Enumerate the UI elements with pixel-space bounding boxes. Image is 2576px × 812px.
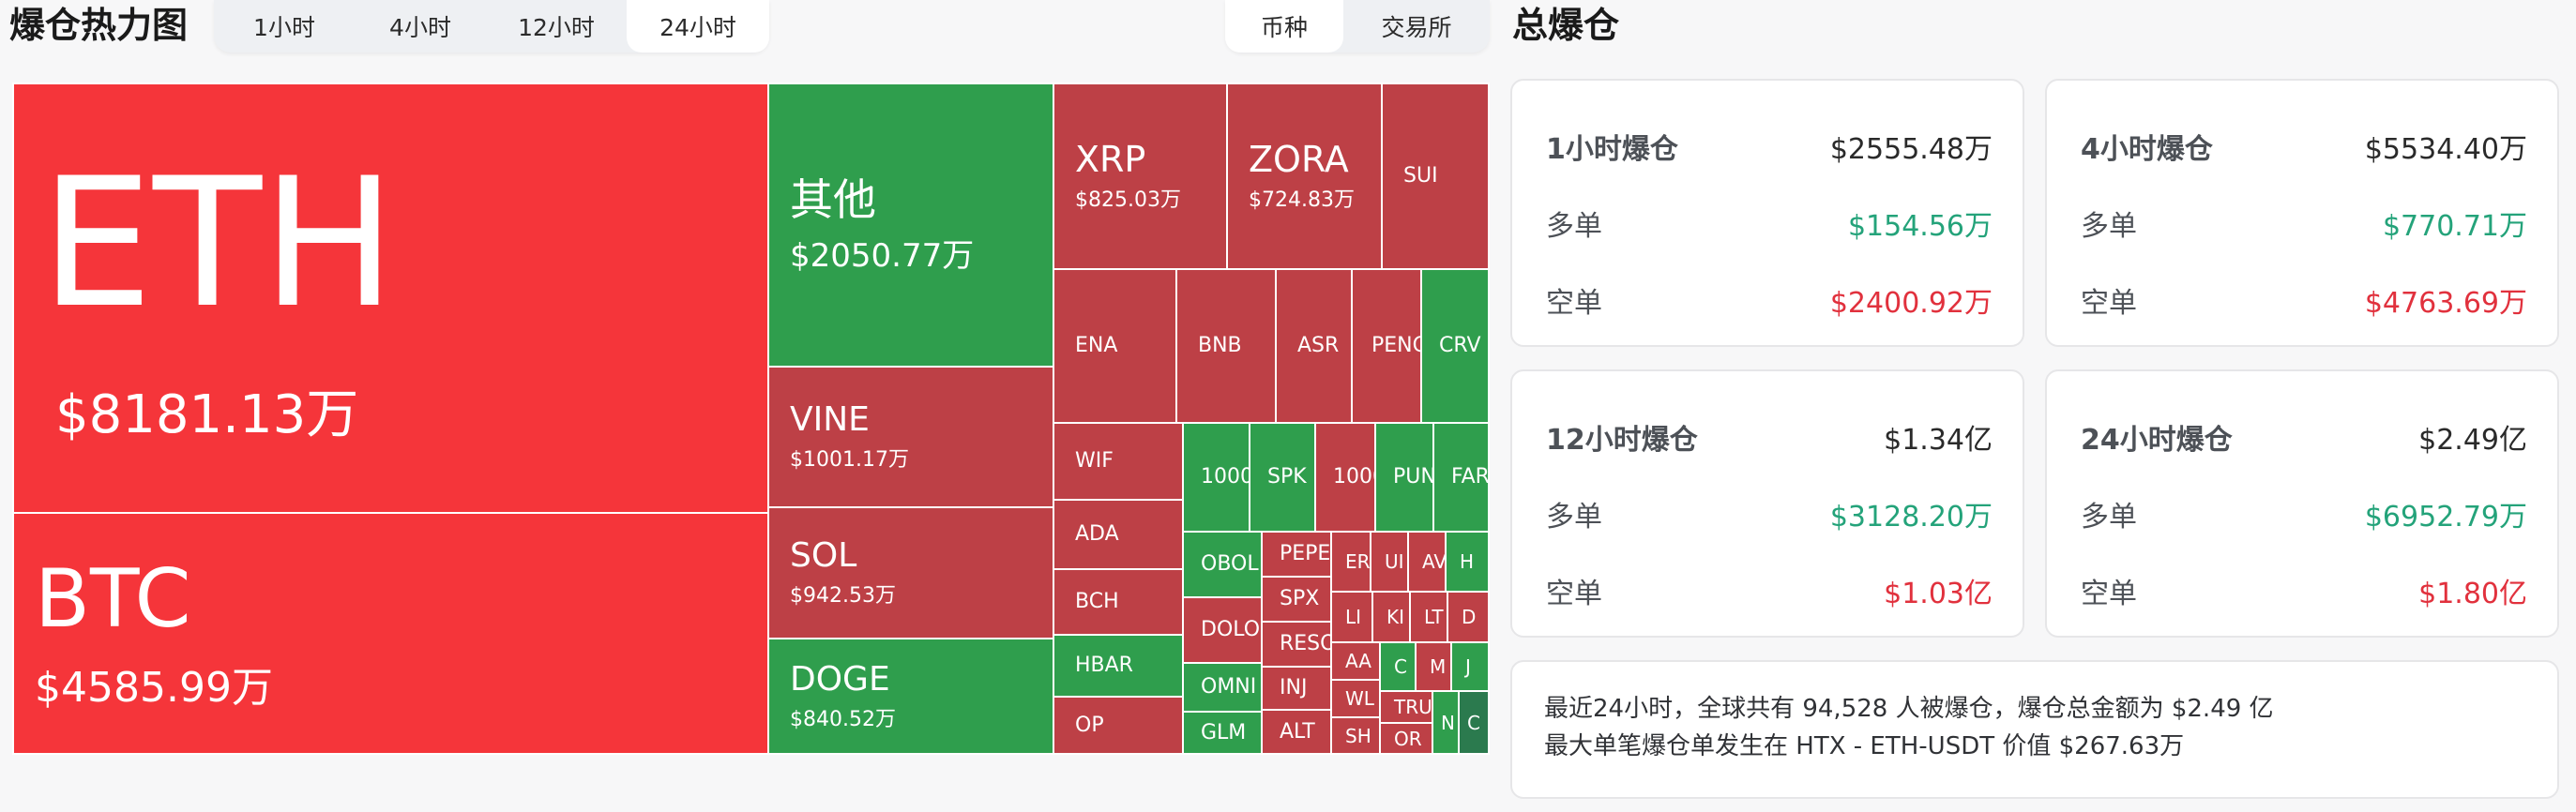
page-title: 爆仓热力图 — [9, 5, 189, 46]
heatmap-cell-reso[interactable]: RESO — [1261, 621, 1332, 668]
heatmap-cell-bnb[interactable]: BNB — [1175, 268, 1277, 424]
heatmap-cell-omni[interactable]: OMNI — [1182, 662, 1263, 713]
heatmap-cell-spk[interactable]: SPK — [1249, 422, 1316, 533]
short-label: 空单 — [2081, 287, 2137, 320]
tab-4h[interactable]: 4小时 — [389, 14, 451, 41]
tab-24h[interactable]: 24小时 — [627, 0, 769, 53]
card-total: $1.34亿 — [1884, 424, 1993, 457]
heatmap-cell-sui[interactable]: SUI — [1381, 83, 1490, 270]
heatmap-cell-spx[interactable]: SPX — [1261, 576, 1332, 623]
summary-card-24h: 24小时爆仓 $2.49亿 多单 $6952.79万 空单 $1.80亿 — [2045, 369, 2559, 638]
heatmap-cell-pun[interactable]: PUN — [1374, 422, 1434, 533]
long-value: $6952.79万 — [2364, 501, 2527, 534]
long-label: 多单 — [2081, 501, 2137, 534]
short-value: $1.03亿 — [1884, 578, 1993, 610]
heatmap-cell-er[interactable]: ER — [1330, 531, 1371, 593]
tab-12h[interactable]: 12小时 — [518, 14, 595, 41]
summary-card-1h: 1小时爆仓 $2555.48万 多单 $154.56万 空单 $2400.92万 — [1510, 79, 2024, 347]
short-label: 空单 — [1546, 578, 1602, 610]
heatmap-cell-eth[interactable]: ETH $8181.13万 — [12, 83, 769, 514]
heatmap-cell-vine[interactable]: VINE $1001.17万 — [767, 366, 1054, 508]
heatmap-cell-ki[interactable]: KI — [1371, 591, 1411, 643]
summary-title: 总爆仓 — [1512, 5, 1620, 46]
heatmap-cell-wif[interactable]: WIF — [1053, 422, 1184, 501]
heatmap-cell-crv[interactable]: CRV — [1420, 268, 1490, 424]
heatmap-cell-d[interactable]: D — [1447, 591, 1490, 643]
summary-card-4h: 4小时爆仓 $5534.40万 多单 $770.71万 空单 $4763.69万 — [2045, 79, 2559, 347]
heatmap-cell-inj[interactable]: INJ — [1261, 666, 1332, 711]
heatmap-cell-li[interactable]: LI — [1330, 591, 1373, 643]
note-line-2: 最大单笔爆仓单发生在 HTX - ETH-USDT 价值 $267.63万 — [1544, 732, 2185, 760]
short-value: $4763.69万 — [2364, 287, 2527, 320]
heatmap-cell-tru[interactable]: TRU — [1379, 690, 1433, 724]
heatmap-cell-j[interactable]: J — [1450, 641, 1490, 692]
time-range-tabs: 1小时 4小时 12小时 24小时 — [214, 0, 769, 53]
heatmap-cell-bch[interactable]: BCH — [1053, 568, 1184, 636]
card-label: 4小时爆仓 — [2081, 133, 2213, 166]
heatmap-cell-ui[interactable]: UI — [1370, 531, 1409, 593]
heatmap-cell-aa[interactable]: AA — [1330, 641, 1381, 681]
long-label: 多单 — [2081, 210, 2137, 243]
long-value: $3128.20万 — [1829, 501, 1993, 534]
summary-note-card: 最近24小时，全球共有 94,528 人被爆仓，爆仓总金额为 $2.49 亿 最… — [1510, 660, 2559, 799]
tab-coin[interactable]: 币种 — [1225, 0, 1343, 53]
short-label: 空单 — [1546, 287, 1602, 320]
short-value: $1.80亿 — [2418, 578, 2527, 610]
heatmap-cell-ada[interactable]: ADA — [1053, 499, 1184, 570]
heatmap-cell-sol[interactable]: SOL $942.53万 — [767, 506, 1054, 639]
heatmap-cell-op[interactable]: OP — [1053, 696, 1184, 755]
card-total: $2.49亿 — [2418, 424, 2527, 457]
heatmap-cell-h[interactable]: H — [1445, 531, 1490, 593]
heatmap-cell-hbar[interactable]: HBAR — [1053, 634, 1184, 698]
heatmap-cell-sh[interactable]: SH — [1330, 716, 1381, 755]
summary-card-12h: 12小时爆仓 $1.34亿 多单 $3128.20万 空单 $1.03亿 — [1510, 369, 2024, 638]
heatmap-cell-doge[interactable]: DOGE $840.52万 — [767, 638, 1054, 755]
tab-1h[interactable]: 1小时 — [253, 14, 315, 41]
heatmap-cell-1000-a[interactable]: 1000 — [1182, 422, 1250, 533]
note-line-1: 最近24小时，全球共有 94,528 人被爆仓，爆仓总金额为 $2.49 亿 — [1544, 695, 2274, 723]
long-label: 多单 — [1546, 210, 1602, 243]
heatmap-cell-obol[interactable]: OBOL — [1182, 531, 1263, 598]
heatmap-cell-n[interactable]: N — [1432, 690, 1460, 755]
group-by-tabs: 币种 交易所 — [1225, 0, 1490, 53]
heatmap-cell-far[interactable]: FAR — [1432, 422, 1490, 533]
card-label: 24小时爆仓 — [2081, 424, 2233, 457]
heatmap-cell-c2[interactable]: C — [1458, 690, 1490, 755]
tab-exchange[interactable]: 交易所 — [1381, 14, 1452, 41]
card-label: 1小时爆仓 — [1546, 133, 1678, 166]
short-label: 空单 — [2081, 578, 2137, 610]
long-value: $154.56万 — [1847, 210, 1993, 243]
heatmap-cell-glm[interactable]: GLM — [1182, 711, 1263, 755]
heatmap-cell-zora[interactable]: ZORA $724.83万 — [1226, 83, 1383, 270]
heatmap-cell-ena[interactable]: ENA — [1053, 268, 1177, 424]
heatmap-cell-xrp[interactable]: XRP $825.03万 — [1053, 83, 1228, 270]
heatmap-cell-btc[interactable]: BTC $4585.99万 — [12, 512, 769, 755]
heatmap-cell-lt[interactable]: LT — [1409, 591, 1448, 643]
heatmap-cell-pepe[interactable]: PEPE — [1261, 531, 1332, 578]
long-value: $770.71万 — [2382, 210, 2527, 243]
long-label: 多单 — [1546, 501, 1602, 534]
heatmap-cell-av[interactable]: AV — [1407, 531, 1447, 593]
heatmap-cell-wl[interactable]: WL — [1330, 679, 1381, 718]
heatmap-cell-others[interactable]: 其他 $2050.77万 — [767, 83, 1054, 368]
heatmap-cell-or[interactable]: OR — [1379, 722, 1433, 755]
card-label: 12小时爆仓 — [1546, 424, 1698, 457]
liquidation-heatmap: ETH $8181.13万 BTC $4585.99万 其他 $2050.77万… — [12, 83, 1490, 755]
card-total: $5534.40万 — [2364, 133, 2527, 166]
heatmap-cell-dolo[interactable]: DOLO — [1182, 596, 1263, 664]
heatmap-cell-peng[interactable]: PENG — [1351, 268, 1422, 424]
heatmap-cell-m[interactable]: M — [1415, 641, 1452, 692]
heatmap-cell-c[interactable]: C — [1379, 641, 1417, 692]
heatmap-cell-asr[interactable]: ASR — [1275, 268, 1353, 424]
short-value: $2400.92万 — [1829, 287, 1993, 320]
heatmap-cell-alt[interactable]: ALT — [1261, 709, 1332, 755]
heatmap-cell-1000-b[interactable]: 1000 — [1314, 422, 1376, 533]
card-total: $2555.48万 — [1829, 133, 1993, 166]
